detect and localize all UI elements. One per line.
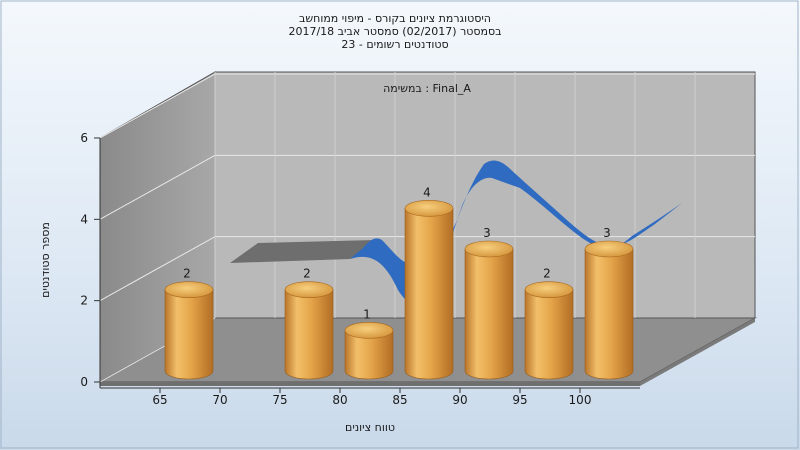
- y-axis-label: מספר סטודנטים: [39, 222, 52, 298]
- bar-95: 2: [524, 267, 574, 380]
- bar-cap: [584, 240, 634, 258]
- bar-body: [164, 289, 214, 380]
- y-tick-label: 4: [80, 212, 88, 226]
- task-annotation: במשימה : Final_A: [383, 82, 471, 95]
- bar-body: [464, 248, 514, 380]
- bar-value-label: 1: [363, 307, 371, 321]
- gray-ribbon: [230, 240, 375, 263]
- bar-value-label: 2: [303, 267, 311, 281]
- floor-side-edge: [640, 318, 755, 386]
- x-tick-label: 95: [512, 393, 527, 407]
- x-tick-label: 85: [392, 393, 407, 407]
- bar-body: [344, 330, 394, 380]
- x-tick-label: 75: [272, 393, 287, 407]
- chart-title-line-1: היסטוגרמת ציונים בקורס - מיפוי ממוחשב: [299, 12, 491, 25]
- chart-title-line-2: בסמסטר (02/2017) סמסטר אביב 2017/18: [288, 25, 501, 38]
- y-tick-label: 0: [80, 375, 88, 389]
- bar-cap: [404, 200, 454, 217]
- bar-value-label: 3: [483, 226, 491, 240]
- bar-80: 1: [344, 307, 394, 380]
- bar-90: 3: [464, 226, 514, 380]
- x-tick-label: 90: [452, 393, 467, 407]
- gridlines: [99, 72, 755, 383]
- x-tick-label: 80: [332, 393, 347, 407]
- bar-75: 2: [284, 267, 334, 380]
- gridline-left-2: [99, 154, 216, 220]
- x-tick-label: 100: [569, 393, 592, 407]
- x-tick-label: 65: [152, 393, 167, 407]
- chart-title-line-3: סטודנטים רשומים - 23: [341, 38, 448, 51]
- bars: 2 2 1 4 3 2 3: [164, 185, 634, 380]
- bar-cap: [344, 322, 394, 339]
- x-tick-label: 70: [212, 393, 227, 407]
- bar-cap: [284, 281, 334, 298]
- bar-body: [584, 248, 634, 380]
- bar-value-label: 3: [603, 226, 611, 240]
- floor-edge: [100, 382, 640, 386]
- bar-cap: [524, 281, 574, 298]
- bar-body: [524, 289, 574, 380]
- bar-65: 2: [164, 267, 214, 380]
- x-axis-label: טווח ציונים: [345, 421, 395, 434]
- gridline-left-1: [99, 236, 216, 302]
- bar-85: 4: [404, 185, 454, 380]
- bar-body: [284, 289, 334, 380]
- bar-body: [404, 208, 454, 380]
- bar-cap: [464, 240, 514, 258]
- axes: 0 2 4 6 65 70 75 80 85 90 95 100: [80, 131, 640, 407]
- y-tick-label: 2: [80, 294, 88, 308]
- bar-value-label: 4: [423, 185, 431, 199]
- bar-100: 3: [584, 226, 634, 380]
- y-tick-label: 6: [80, 131, 88, 145]
- bar-value-label: 2: [183, 267, 191, 281]
- bar-cap: [164, 281, 214, 298]
- bar-value-label: 2: [543, 267, 551, 281]
- gridline-left-3: [99, 73, 216, 139]
